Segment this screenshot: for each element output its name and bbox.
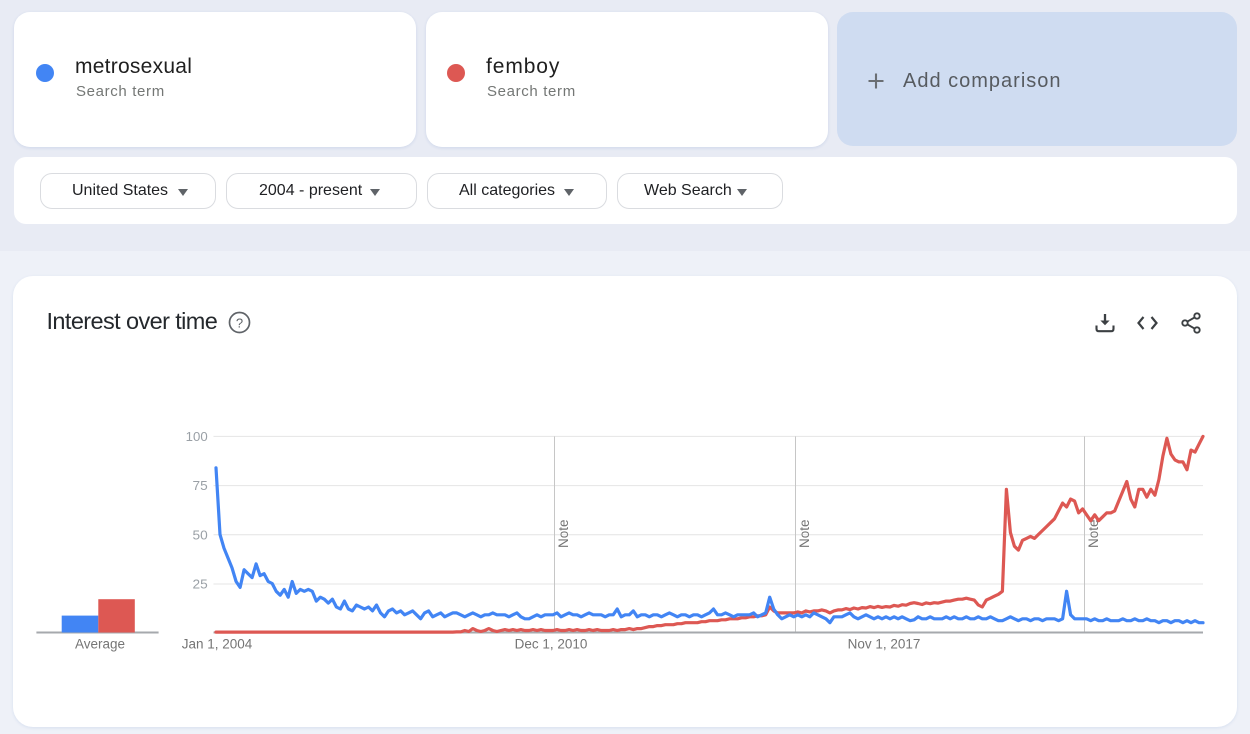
svg-text:100: 100 [186, 429, 208, 444]
svg-text:?: ? [236, 315, 243, 330]
svg-text:Note: Note [1086, 519, 1101, 548]
svg-text:Dec 1, 2010: Dec 1, 2010 [515, 636, 588, 651]
svg-text:Note: Note [556, 519, 571, 548]
svg-text:25: 25 [193, 577, 208, 592]
svg-text:50: 50 [193, 527, 208, 542]
svg-text:Nov 1, 2017: Nov 1, 2017 [848, 636, 921, 651]
svg-text:75: 75 [193, 478, 208, 493]
svg-text:Jan 1, 2004: Jan 1, 2004 [182, 636, 253, 651]
svg-text:Average: Average [75, 636, 125, 651]
svg-text:Note: Note [797, 519, 812, 548]
